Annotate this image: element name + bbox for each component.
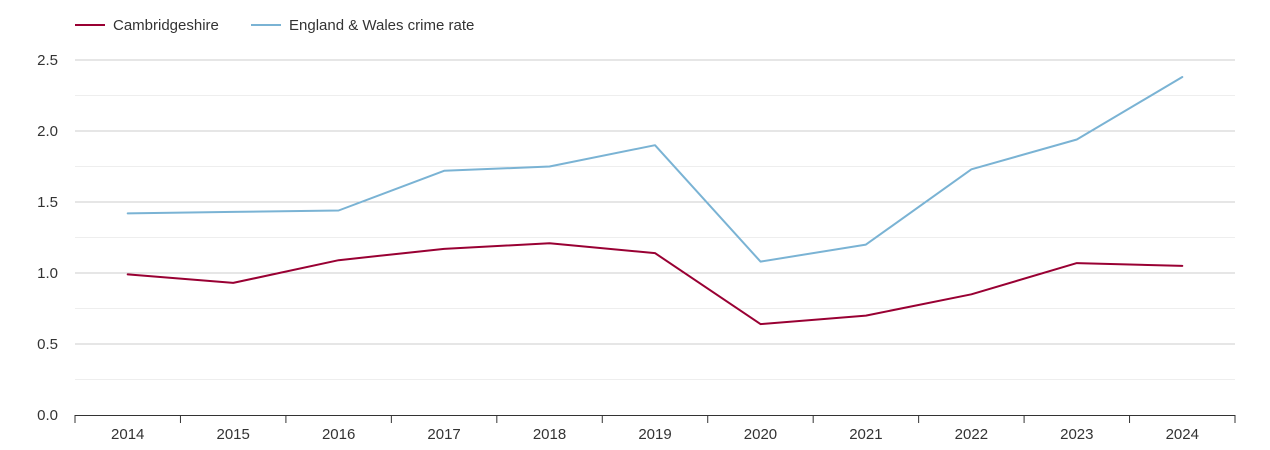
x-tick-label: 2023 bbox=[1060, 426, 1093, 443]
y-tick-label: 0.0 bbox=[37, 407, 58, 424]
y-tick-label: 1.0 bbox=[37, 265, 58, 282]
y-tick-label: 2.5 bbox=[37, 52, 58, 69]
legend-item-cambridgeshire[interactable]: Cambridgeshire bbox=[75, 17, 219, 34]
x-tick-label: 2016 bbox=[322, 426, 355, 443]
series-line-england-wales-crime-rate bbox=[126, 76, 1184, 263]
series-line-cambridgeshire bbox=[126, 242, 1184, 326]
y-tick-label: 2.0 bbox=[37, 123, 58, 140]
legend: Cambridgeshire England & Wales crime rat… bbox=[75, 17, 474, 34]
x-tick-label: 2024 bbox=[1166, 426, 1199, 443]
x-tick-label: 2017 bbox=[427, 426, 460, 443]
x-tick-label: 2021 bbox=[849, 426, 882, 443]
x-tick-label: 2022 bbox=[955, 426, 988, 443]
axes: 0.0 0.5 1.0 1.5 2.0 2.5 2014 2015 2016 2017 2018 20… bbox=[37, 52, 1236, 443]
series-layer bbox=[126, 76, 1184, 326]
legend-item-england-wales[interactable]: England & Wales crime rate bbox=[251, 17, 474, 34]
x-tick-label: 2019 bbox=[638, 426, 671, 443]
x-tick-label: 2015 bbox=[216, 426, 249, 443]
legend-label-cambridgeshire: Cambridgeshire bbox=[113, 17, 219, 34]
legend-label-england-wales: England & Wales crime rate bbox=[289, 17, 474, 34]
x-tick-label: 2020 bbox=[744, 426, 777, 443]
y-tick-label: 1.5 bbox=[37, 194, 58, 211]
x-tick-label: 2018 bbox=[533, 426, 566, 443]
x-tick-label: 2014 bbox=[111, 426, 144, 443]
y-tick-label: 0.5 bbox=[37, 336, 58, 353]
gridlines bbox=[75, 59, 1235, 380]
